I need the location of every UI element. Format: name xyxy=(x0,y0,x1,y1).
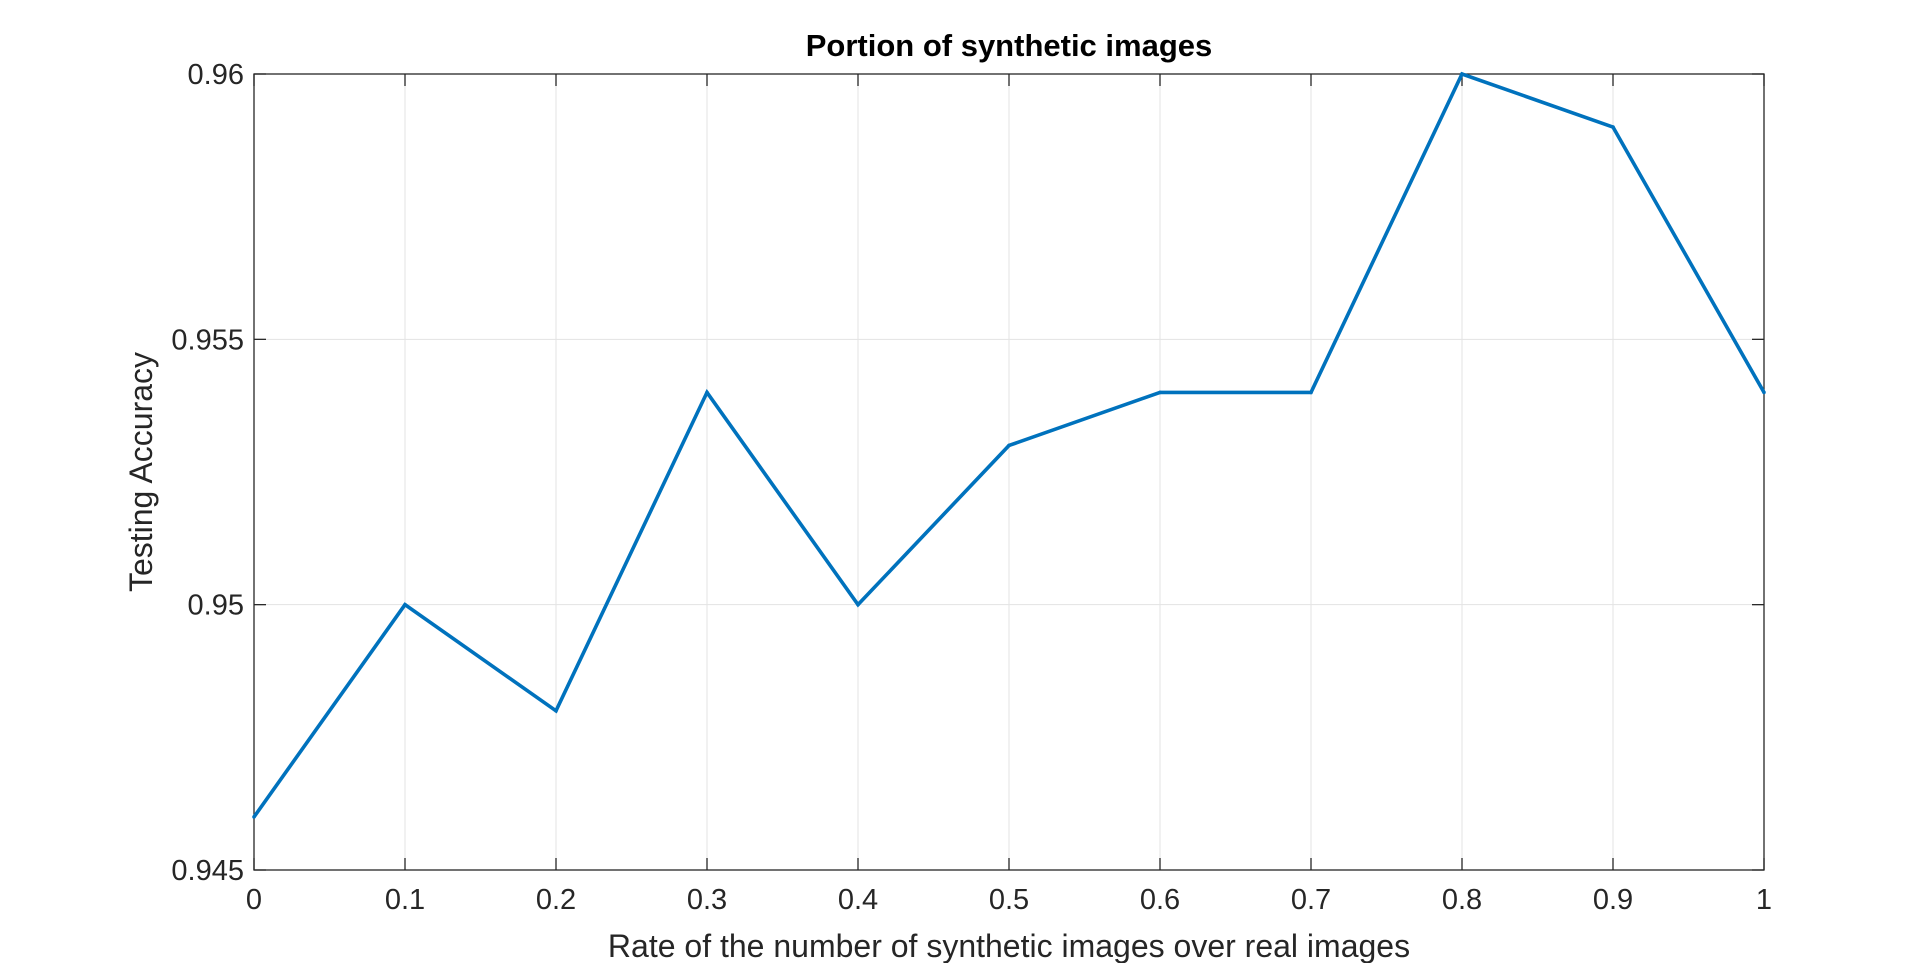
x-tick-label-2: 0.2 xyxy=(536,884,576,916)
data-point-9 xyxy=(1611,125,1615,129)
data-point-8 xyxy=(1460,72,1464,76)
data-point-2 xyxy=(554,709,558,713)
x-tick-label-8: 0.8 xyxy=(1442,884,1482,916)
x-tick-label-3: 0.3 xyxy=(687,884,727,916)
x-tick-label-9: 0.9 xyxy=(1593,884,1633,916)
data-point-5 xyxy=(1007,443,1011,448)
data-point-3 xyxy=(705,390,709,395)
x-tick-label-5: 0.5 xyxy=(989,884,1029,916)
series-layer xyxy=(252,71,1766,819)
y-tick-label-1: 0.95 xyxy=(188,590,244,622)
data-point-10 xyxy=(1762,390,1766,395)
data-point-4 xyxy=(856,602,860,607)
chart-title: Portion of synthetic images xyxy=(806,28,1213,63)
y-tick-label-2: 0.955 xyxy=(171,324,244,356)
y-tick-label-0: 0.945 xyxy=(171,855,244,887)
x-tick-label-4: 0.4 xyxy=(838,884,878,916)
data-point-6 xyxy=(1158,390,1162,395)
x-axis-label: Rate of the number of synthetic images o… xyxy=(608,928,1410,963)
x-tick-label-6: 0.6 xyxy=(1140,884,1180,916)
data-point-0 xyxy=(252,815,256,819)
tick-labels: 0 0.1 0.2 0.3 0.4 0.5 0.6 0.7 0.8 0.9 1 0.945 0.95 0.… xyxy=(171,59,1772,916)
y-tick-label-3: 0.96 xyxy=(188,59,244,91)
x-tick-label-0: 0 xyxy=(246,884,262,916)
x-tick-label-1: 0.1 xyxy=(385,884,425,916)
data-point-1 xyxy=(403,602,407,607)
data-point-7 xyxy=(1309,390,1313,395)
x-tick-label-7: 0.7 xyxy=(1291,884,1331,916)
axis-ticks xyxy=(253,73,1765,871)
y-axis-label: Testing Accuracy xyxy=(123,352,159,592)
x-tick-label-10: 1 xyxy=(1756,884,1772,916)
